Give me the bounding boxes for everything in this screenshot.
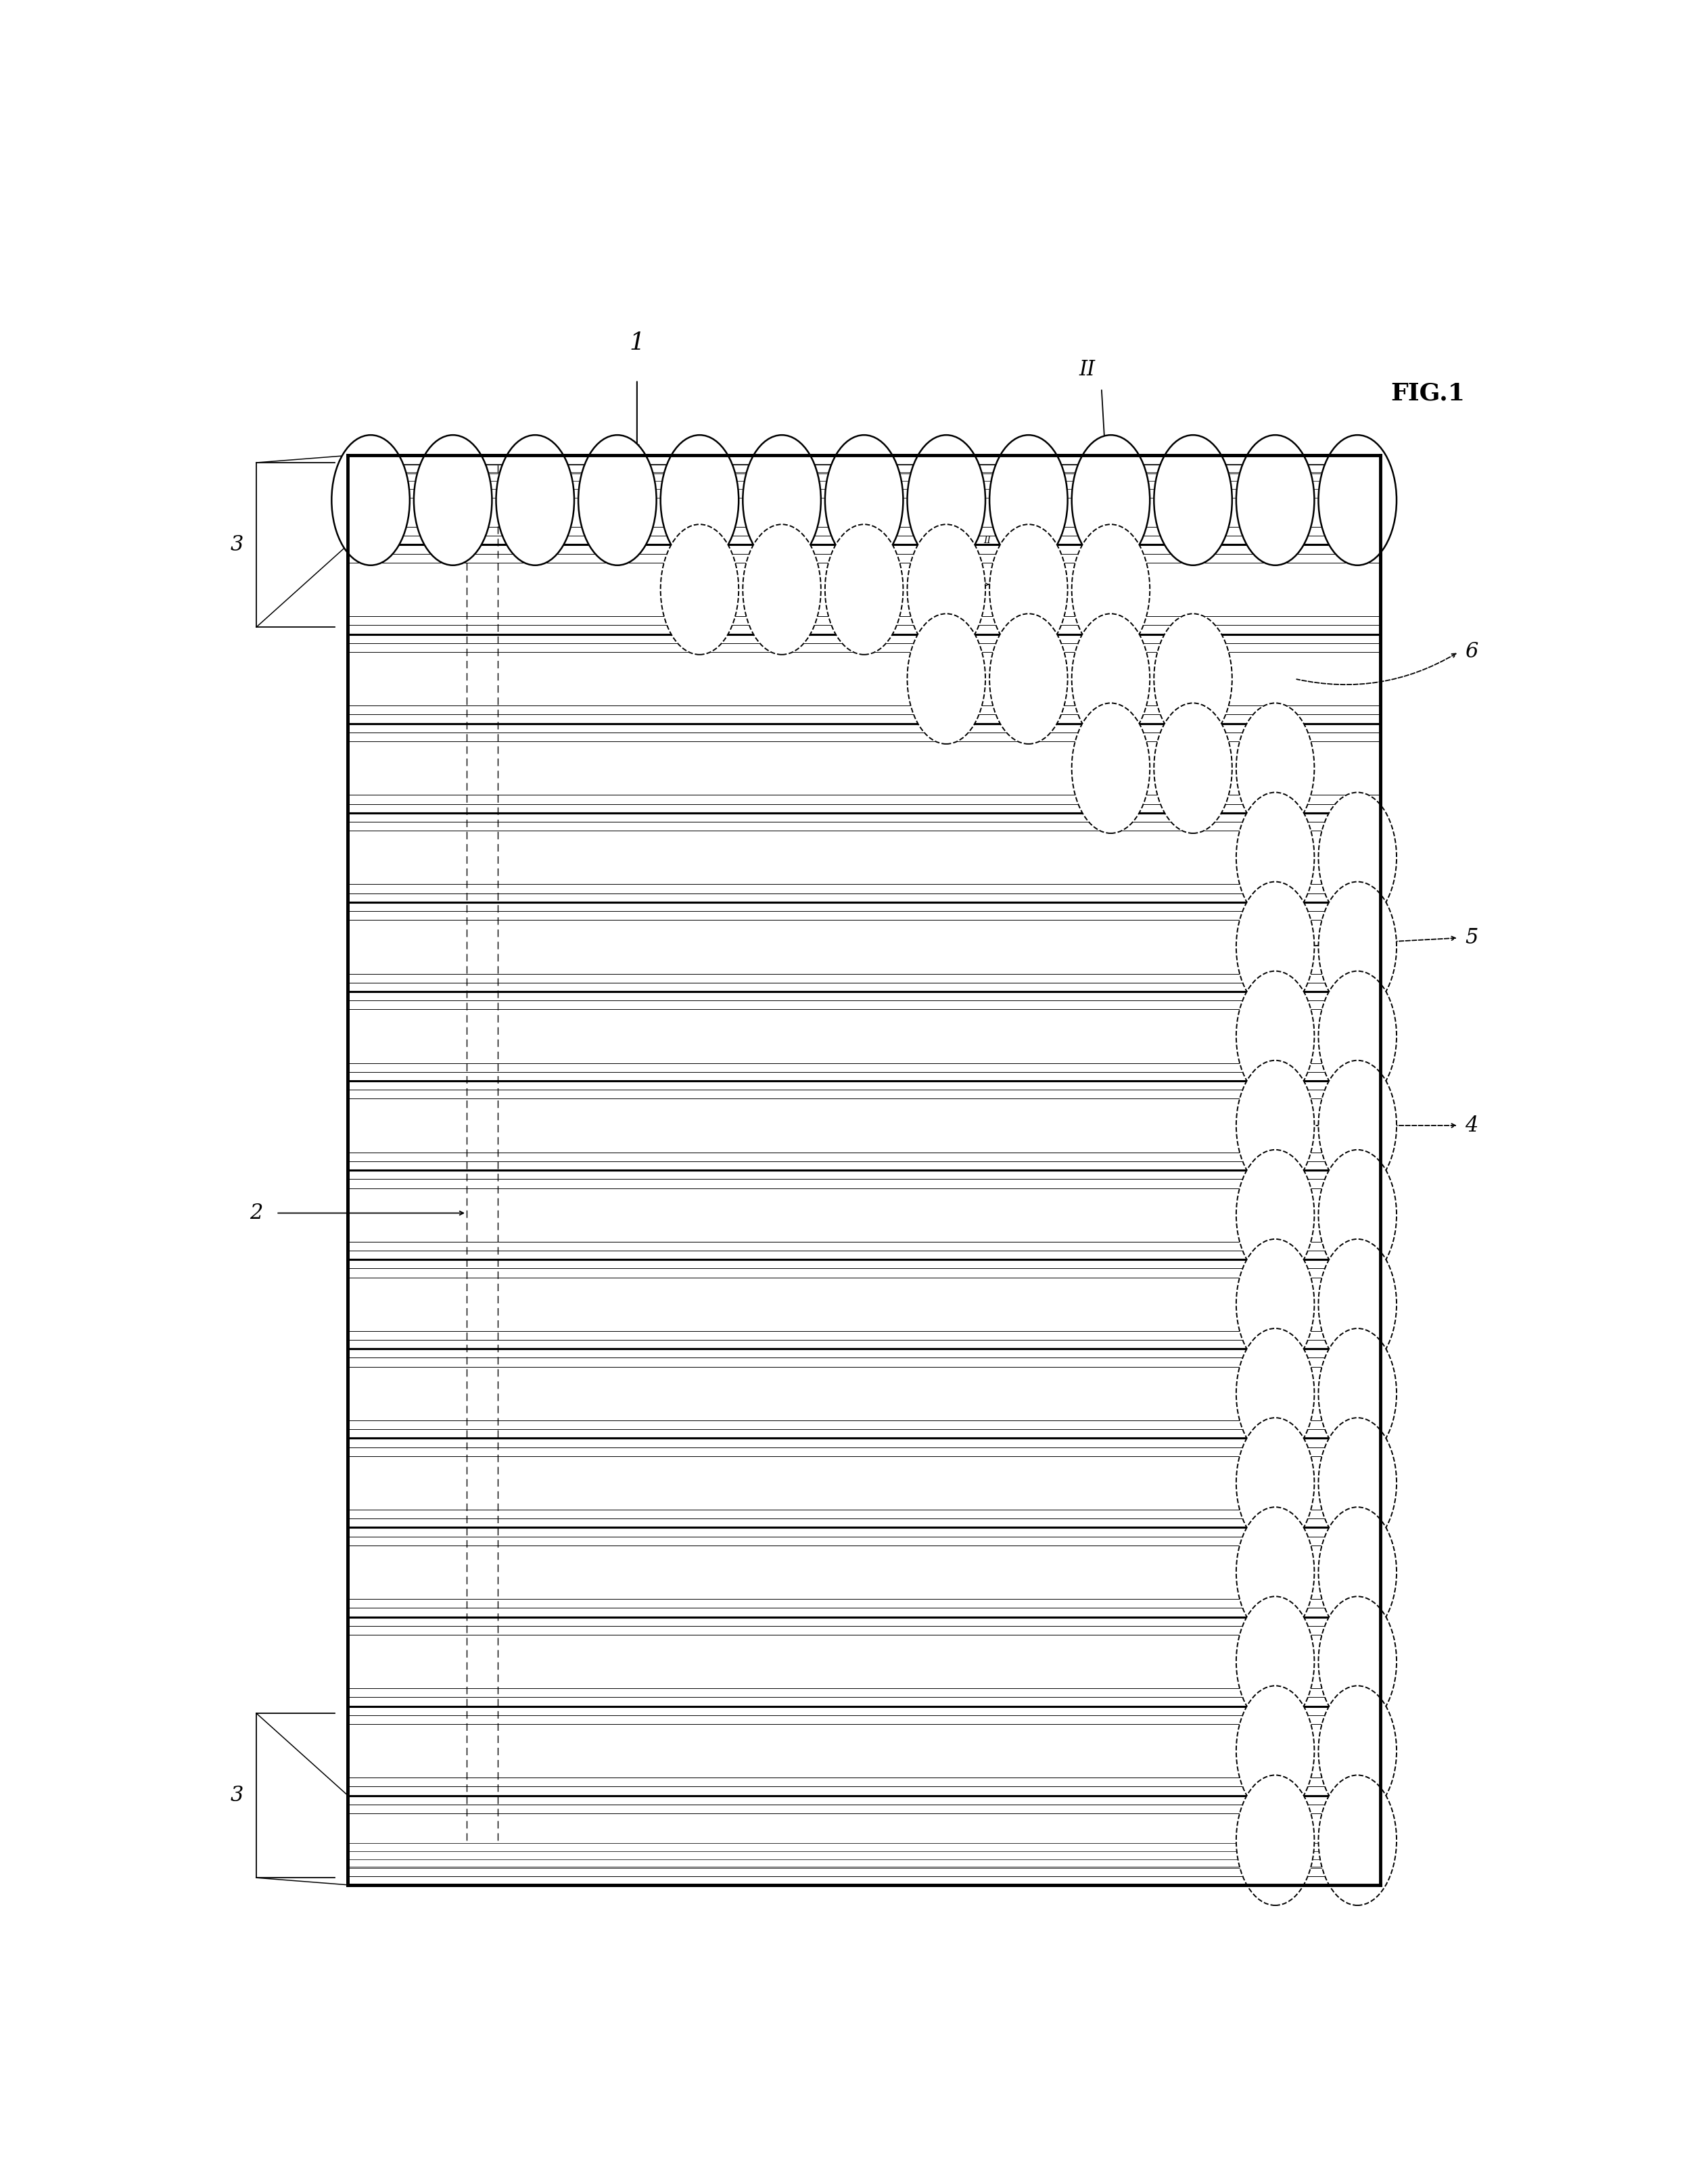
Ellipse shape — [744, 435, 821, 566]
Ellipse shape — [1318, 1238, 1396, 1369]
Ellipse shape — [1236, 435, 1315, 566]
Ellipse shape — [1318, 1149, 1396, 1280]
Text: 3: 3 — [231, 535, 243, 555]
Ellipse shape — [907, 614, 985, 745]
Ellipse shape — [1236, 1507, 1315, 1638]
Ellipse shape — [907, 435, 985, 566]
Text: 2: 2 — [250, 1203, 263, 1223]
Ellipse shape — [1072, 435, 1150, 566]
Ellipse shape — [990, 614, 1067, 745]
Ellipse shape — [824, 435, 904, 566]
Ellipse shape — [1318, 882, 1396, 1011]
Ellipse shape — [1318, 972, 1396, 1101]
Ellipse shape — [578, 435, 656, 566]
Ellipse shape — [1153, 703, 1232, 834]
Text: 3: 3 — [231, 1784, 243, 1806]
Ellipse shape — [990, 524, 1067, 655]
Ellipse shape — [1318, 1597, 1396, 1728]
Ellipse shape — [332, 435, 410, 566]
Ellipse shape — [1072, 614, 1150, 745]
Ellipse shape — [1236, 1686, 1315, 1817]
Text: 4: 4 — [1465, 1116, 1479, 1136]
Text: II: II — [1079, 358, 1094, 380]
Ellipse shape — [744, 524, 821, 655]
Ellipse shape — [1236, 882, 1315, 1011]
Ellipse shape — [1236, 793, 1315, 922]
Ellipse shape — [1236, 1061, 1315, 1190]
Ellipse shape — [990, 435, 1067, 566]
Ellipse shape — [1236, 1328, 1315, 1459]
Ellipse shape — [824, 524, 904, 655]
Ellipse shape — [1318, 1061, 1396, 1190]
Text: 1: 1 — [629, 332, 644, 354]
Ellipse shape — [1153, 435, 1232, 566]
Ellipse shape — [1236, 703, 1315, 834]
Ellipse shape — [496, 435, 575, 566]
Ellipse shape — [1236, 1776, 1315, 1904]
Text: II: II — [983, 535, 991, 546]
Ellipse shape — [1236, 1417, 1315, 1548]
Ellipse shape — [1236, 1597, 1315, 1728]
Ellipse shape — [1318, 1328, 1396, 1459]
Ellipse shape — [1236, 1149, 1315, 1280]
Ellipse shape — [1318, 1776, 1396, 1904]
Ellipse shape — [1153, 614, 1232, 745]
Text: 6: 6 — [1465, 642, 1479, 662]
Ellipse shape — [1072, 703, 1150, 834]
Ellipse shape — [1318, 435, 1396, 566]
Ellipse shape — [907, 524, 985, 655]
Ellipse shape — [1236, 972, 1315, 1101]
Bar — [347, 456, 1381, 1885]
Text: FIG.1: FIG.1 — [1391, 382, 1465, 404]
Text: 5: 5 — [1465, 928, 1479, 948]
Ellipse shape — [661, 524, 738, 655]
Ellipse shape — [413, 435, 492, 566]
Ellipse shape — [1072, 524, 1150, 655]
Ellipse shape — [1236, 1238, 1315, 1369]
Ellipse shape — [1318, 1417, 1396, 1548]
Ellipse shape — [1318, 793, 1396, 922]
Ellipse shape — [1318, 1507, 1396, 1638]
Ellipse shape — [661, 435, 738, 566]
Ellipse shape — [1318, 1686, 1396, 1817]
